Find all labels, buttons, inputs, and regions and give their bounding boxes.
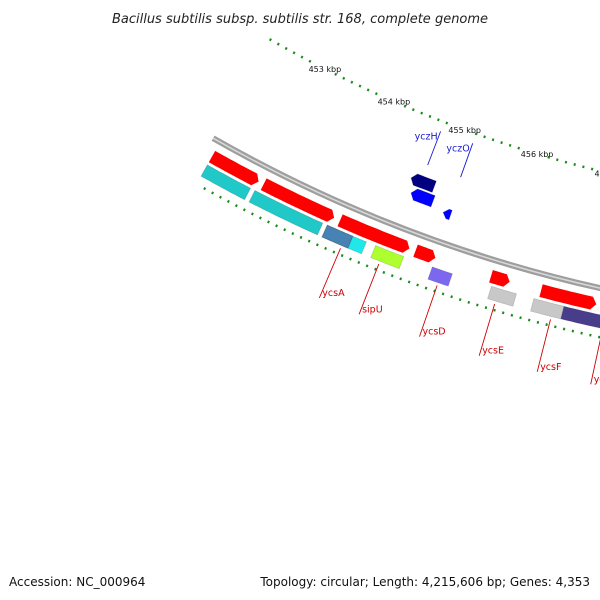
gene-leader-line [590,339,600,385]
map-title: Bacillus subtilis subsp. subtilis str. 1… [112,12,488,27]
gene-feature [200,164,252,201]
gene-label-yczO: yczO [446,143,469,154]
gene-label-ycsA: ycsA [322,288,345,299]
cds-arrow [337,214,410,253]
gene-leader-line [460,143,474,178]
ruler-label: 456 kbp [521,150,554,159]
footer-bar [0,568,600,600]
accession-text: Accession: NC_000964 [9,575,145,589]
gene-label-ycsF: ycsF [540,362,561,373]
cds-arrow [208,150,259,186]
gene-label-ycsE: ycsE [482,346,504,357]
cds-arrow [489,270,510,287]
gene-label-ycsG: ycsG [594,374,600,385]
genome-summary-text: Topology: circular; Length: 4,215,606 bp… [259,575,590,589]
cds-arrow [539,284,597,310]
ruler-label: 453 kbp [309,65,342,74]
ruler-dots [474,132,524,151]
gene-leader-line [478,303,496,356]
gene-ycsG [560,305,600,329]
gene-ycsA [321,224,354,249]
gene-feature [248,189,324,236]
gene-yczO [442,208,453,221]
ruler-dots [403,104,452,126]
gene-yczO-upper [410,188,436,208]
gene-leader-line [427,131,442,166]
gene-sipU [370,244,405,270]
gene-yczH [410,173,437,193]
gene-label-ycsD: ycsD [423,327,446,338]
gene-label-sipU: sipU [362,304,383,315]
gene-ycsE [487,285,517,307]
outer-tick-track [203,187,600,339]
gene-leader-line [318,248,341,299]
ruler-dots [268,38,316,66]
gene-leader-line [419,285,438,337]
ruler-label: 457 kbp [594,170,600,179]
gene-ycsD [427,266,453,287]
genome-backbone-highlight [212,137,600,289]
gene-feature [347,235,368,255]
gene-leader-line [536,319,551,372]
ruler-dots [334,72,381,97]
ruler-dots [547,155,597,172]
gene-leader-line [358,263,380,315]
ruler-label: 455 kbp [448,126,481,135]
ruler-label: 454 kbp [378,97,411,106]
cds-arrow [260,178,335,222]
cds-arrow [413,244,436,263]
gene-label-yczH: yczH [415,131,438,142]
